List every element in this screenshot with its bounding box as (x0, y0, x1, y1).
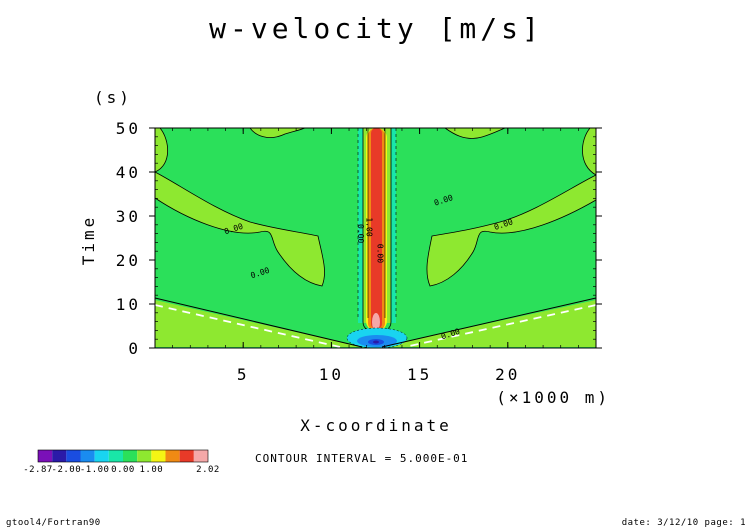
colorbar-swatch (38, 450, 53, 462)
footer-left: gtool4/Fortran90 (6, 518, 101, 528)
colorbar (37, 449, 209, 463)
y-tick-label: 0 (128, 339, 141, 358)
colorbar-swatch (179, 450, 194, 462)
chart-title: w-velocity [m/s] (209, 12, 543, 45)
contour-label: 0.00 (356, 224, 365, 243)
colorbar-swatch (66, 450, 81, 462)
x-axis: 5 10 15 20 (172, 128, 579, 384)
y-axis: 0 10 20 30 40 50 (116, 119, 602, 358)
y-tick-label: 40 (116, 163, 141, 182)
colorbar-label: 1.00 (139, 465, 163, 475)
v-line-left (154, 297, 363, 348)
upper-left-band (154, 171, 325, 287)
upper-left-top-notch (249, 127, 306, 138)
y-axis-title: Time (79, 215, 98, 266)
colorbar-swatch (52, 450, 67, 462)
x-tick-label: 5 (237, 365, 250, 384)
v-dashed-right (404, 304, 597, 348)
y-tick-label: 20 (116, 251, 141, 270)
x-axis-unit: (×1000 m) (496, 388, 610, 407)
plot-frame (154, 127, 597, 349)
colorbar-swatch (108, 450, 123, 462)
x-tick-label: 10 (319, 365, 344, 384)
colorbar-swatch (151, 450, 166, 462)
y-tick-label: 30 (116, 207, 141, 226)
jet-core (372, 313, 380, 331)
colorbar-label: 0.00 (111, 465, 135, 475)
colorbar-label: -2.00 (52, 465, 82, 475)
contour-interval-label: CONTOUR INTERVAL = 5.000E-01 (255, 452, 468, 465)
v-line-right (381, 297, 597, 348)
colorbar-swatch (80, 450, 95, 462)
colorbar-swatch (123, 450, 138, 462)
jet-base-blob (346, 327, 408, 349)
colorbar-swatch (165, 450, 180, 462)
colorbar-swatch (193, 450, 208, 462)
jet-red-band (371, 128, 382, 329)
x-tick-label: 15 (407, 365, 432, 384)
colorbar-labels: -2.87-2.00-1.00 0.00 1.00 2.02 (23, 465, 220, 475)
footer-right: date: 3/12/10 page: 1 (622, 518, 746, 528)
y-tick-label: 50 (116, 119, 141, 138)
v-dashed-left (154, 304, 341, 348)
contour-label: 0.00 (375, 244, 384, 263)
colorbar-swatch (94, 450, 109, 462)
colorbar-label: -1.00 (80, 465, 110, 475)
colorbar-frame (37, 449, 209, 463)
y-axis-unit: (s) (94, 88, 132, 107)
colorbar-label: -2.87 (23, 465, 53, 475)
y-tick-label: 10 (116, 295, 141, 314)
contour-label: 1.00 (365, 217, 374, 236)
colorbar-swatch (137, 450, 152, 462)
colorbar-label: 2.02 (196, 465, 220, 475)
upper-right-band (426, 174, 597, 287)
x-axis-title: X-coordinate (300, 416, 452, 435)
plot-area: 0.000.000.000.000.000.00 1.000.00 (154, 127, 597, 349)
x-tick-label: 20 (495, 365, 520, 384)
